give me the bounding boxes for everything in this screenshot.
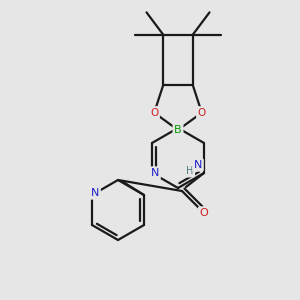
Text: N: N — [151, 168, 159, 178]
Text: O: O — [150, 108, 158, 118]
Text: N: N — [194, 160, 202, 170]
Text: B: B — [174, 125, 182, 135]
Text: O: O — [198, 108, 206, 118]
Text: O: O — [200, 208, 208, 218]
Text: N: N — [91, 188, 99, 198]
Text: H: H — [186, 166, 194, 176]
